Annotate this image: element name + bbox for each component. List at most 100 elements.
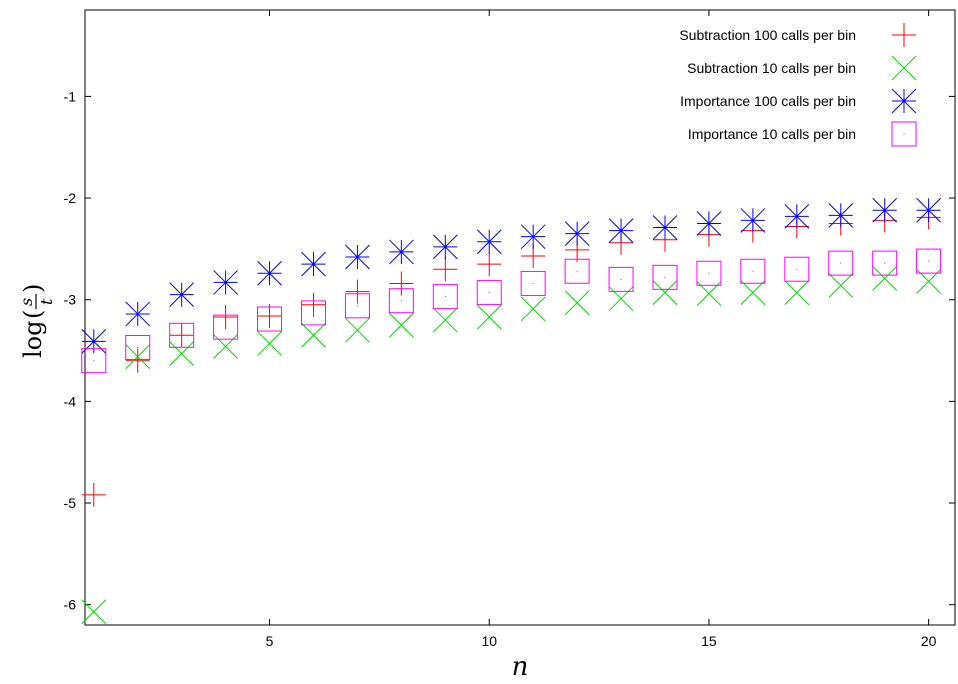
data-point bbox=[344, 293, 370, 319]
data-point bbox=[432, 307, 458, 333]
data-point bbox=[740, 280, 766, 305]
legend-entry-label: Importance 10 calls per bin bbox=[688, 126, 856, 142]
data-point bbox=[125, 344, 151, 369]
data-point bbox=[652, 215, 678, 240]
data-point bbox=[389, 239, 414, 265]
data-point bbox=[345, 244, 370, 270]
series-star bbox=[81, 197, 941, 354]
data-point bbox=[213, 314, 239, 340]
y-tick-label: -6 bbox=[64, 597, 77, 613]
data-point bbox=[564, 290, 590, 316]
data-point bbox=[81, 482, 106, 507]
series-layer bbox=[81, 197, 942, 625]
data-point bbox=[257, 260, 282, 286]
data-point bbox=[345, 317, 370, 343]
series-square bbox=[81, 248, 942, 374]
data-point bbox=[784, 204, 810, 229]
data-point bbox=[433, 257, 458, 282]
data-point bbox=[476, 304, 502, 330]
y-axis-title-paren-open: ( bbox=[19, 310, 47, 319]
data-point bbox=[916, 248, 942, 274]
data-point bbox=[125, 301, 151, 327]
data-point bbox=[828, 202, 854, 228]
data-point bbox=[740, 208, 766, 233]
data-point bbox=[476, 229, 502, 255]
y-axis-title-func: log bbox=[19, 321, 47, 359]
data-point bbox=[652, 280, 678, 305]
data-point bbox=[125, 334, 151, 360]
x-axis-title: n bbox=[512, 652, 529, 682]
data-point bbox=[388, 288, 414, 314]
y-axis-title: log ( s t ) bbox=[17, 284, 56, 358]
data-point bbox=[872, 197, 898, 223]
data-point bbox=[608, 286, 634, 312]
x-tick-label: 5 bbox=[266, 633, 274, 649]
data-point bbox=[300, 300, 326, 326]
data-point bbox=[696, 211, 722, 236]
data-point bbox=[564, 221, 590, 246]
data-point bbox=[81, 329, 107, 354]
series-cross bbox=[81, 266, 941, 625]
data-point bbox=[389, 312, 414, 338]
data-point bbox=[477, 252, 502, 277]
y-tick-label: -5 bbox=[64, 495, 77, 511]
data-point bbox=[213, 270, 238, 295]
data-point bbox=[213, 334, 238, 359]
data-point bbox=[432, 284, 458, 310]
data-point bbox=[520, 270, 546, 296]
data-point bbox=[784, 256, 810, 282]
data-point bbox=[520, 224, 546, 250]
data-point bbox=[608, 266, 634, 292]
data-point bbox=[696, 260, 722, 286]
legend-marker bbox=[891, 88, 917, 114]
data-point bbox=[81, 348, 107, 374]
y-tick-label: -4 bbox=[64, 393, 77, 409]
data-point bbox=[301, 322, 326, 348]
data-point bbox=[257, 303, 282, 328]
data-point bbox=[81, 599, 107, 625]
y-axis-title-den: t bbox=[37, 298, 56, 305]
legend-marker bbox=[891, 55, 917, 81]
legend-entry-label: Importance 100 calls per bin bbox=[680, 93, 856, 109]
y-axis-title-num: s bbox=[17, 298, 36, 306]
legend-entry-label: Subtraction 100 calls per bin bbox=[679, 27, 856, 43]
x-tick-label: 15 bbox=[701, 633, 717, 649]
legend-marker bbox=[891, 121, 917, 147]
data-point bbox=[784, 280, 810, 305]
data-point bbox=[213, 304, 238, 329]
data-point bbox=[169, 322, 195, 348]
data-point bbox=[345, 279, 370, 304]
data-point bbox=[872, 250, 898, 276]
plot-frame bbox=[84, 9, 956, 626]
data-point bbox=[608, 218, 634, 243]
data-point bbox=[125, 348, 150, 373]
data-point bbox=[257, 331, 282, 356]
data-point bbox=[916, 197, 941, 223]
data-point bbox=[169, 341, 195, 366]
x-tick-label: 10 bbox=[481, 633, 497, 649]
data-point bbox=[257, 306, 283, 332]
data-point bbox=[740, 258, 766, 284]
y-axis-title-paren-close: ) bbox=[19, 284, 47, 293]
y-tick-label: -1 bbox=[64, 88, 77, 104]
data-point bbox=[828, 250, 854, 276]
data-point bbox=[301, 251, 326, 277]
legend: Subtraction 100 calls per bin Subtraction… bbox=[679, 23, 917, 147]
y-tick-label: -2 bbox=[64, 190, 77, 206]
data-point bbox=[520, 296, 546, 322]
data-point bbox=[389, 271, 414, 296]
data-point bbox=[476, 280, 502, 306]
x-tick-label: 20 bbox=[921, 633, 937, 649]
y-tick-label: -3 bbox=[64, 292, 77, 308]
data-point bbox=[169, 282, 195, 307]
data-point bbox=[652, 264, 678, 290]
legend-marker bbox=[892, 23, 916, 47]
data-point bbox=[432, 234, 458, 260]
legend-entry-label: Subtraction 10 calls per bin bbox=[687, 60, 856, 76]
series-plus bbox=[81, 205, 941, 507]
data-point bbox=[872, 266, 898, 291]
data-point bbox=[564, 258, 590, 284]
data-point bbox=[828, 273, 854, 298]
ticks: 5 10 15 20 -1 -2 -3 -4 -5 -6 bbox=[64, 10, 955, 649]
